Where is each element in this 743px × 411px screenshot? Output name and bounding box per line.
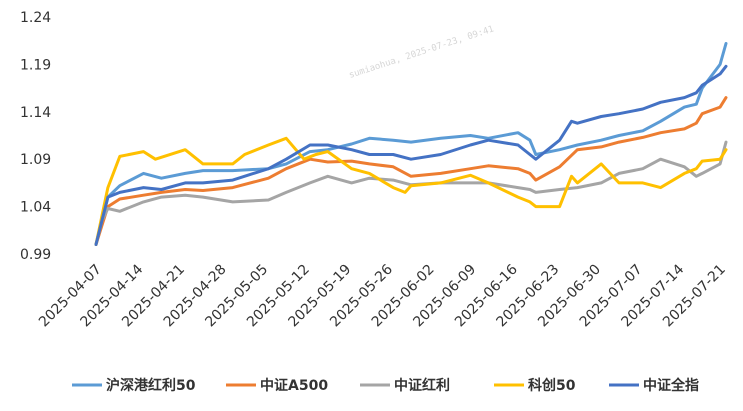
y-tick-label: 1.19	[20, 57, 51, 73]
legend-label: 沪深港红利50	[106, 377, 196, 394]
series-layer	[94, 42, 728, 246]
series-line-5	[94, 64, 728, 246]
legend-label: 中证红利	[394, 377, 450, 394]
y-tick-label: 1.14	[20, 105, 51, 121]
series-line-4	[94, 136, 728, 246]
y-axis: 0.99 1.04 1.09 1.14 1.19 1.24	[20, 10, 51, 263]
y-tick-label: 1.04	[20, 200, 51, 216]
legend-label: 中证全指	[643, 377, 699, 394]
y-tick-label: 1.24	[20, 10, 51, 26]
legend-label: 中证A500	[260, 377, 328, 394]
series-line-3	[94, 140, 728, 246]
x-axis: 2025-04-072025-04-142025-04-212025-04-28…	[36, 261, 729, 330]
y-tick-label: 1.09	[20, 152, 51, 168]
watermark: sumiaohua, 2025-07-23, 09:41	[348, 24, 495, 80]
legend: 沪深港红利50 中证A500 中证红利 科创50 中证全指	[72, 377, 699, 394]
legend-label: 科创50	[528, 377, 576, 394]
series-line-1	[94, 42, 728, 246]
y-tick-label: 0.99	[20, 247, 51, 263]
series-line-2	[94, 96, 728, 246]
